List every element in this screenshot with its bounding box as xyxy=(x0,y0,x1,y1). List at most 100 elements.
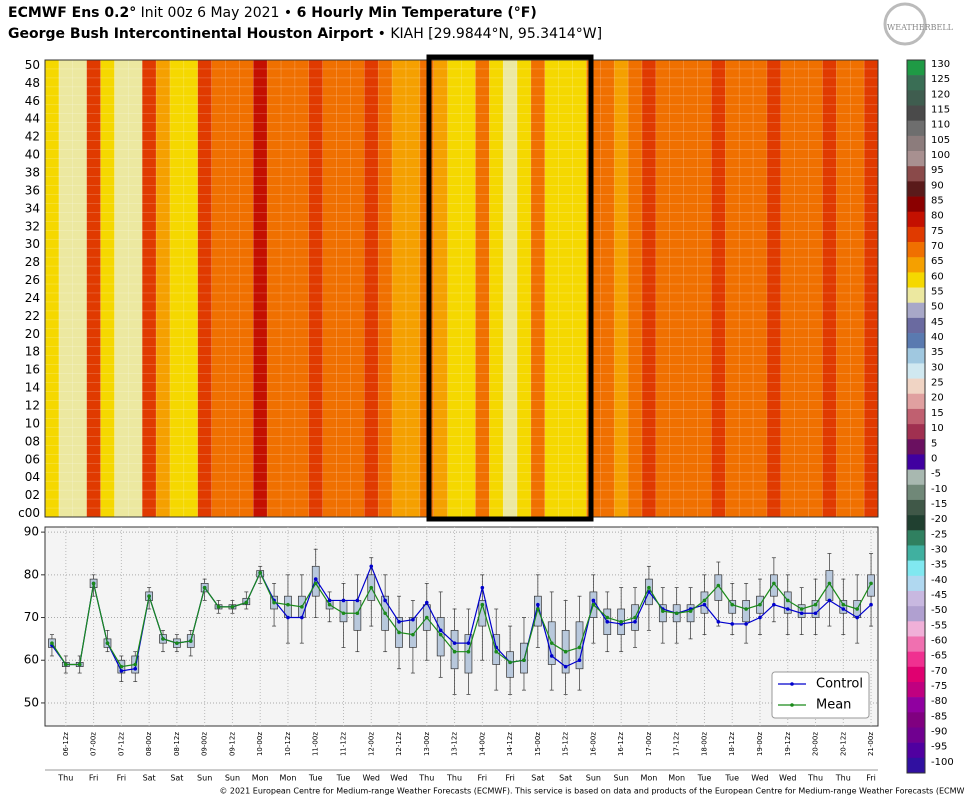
day-label: Thu xyxy=(57,774,73,783)
series-point xyxy=(841,602,846,607)
colorbar-label: 40 xyxy=(931,332,944,343)
subtitle: George Bush Intercontinental Houston Air… xyxy=(8,26,602,42)
heat-column xyxy=(447,60,462,517)
colorbar-swatch xyxy=(907,90,925,106)
series-point xyxy=(536,602,540,607)
y-tick-label: 60 xyxy=(24,653,39,667)
heat-column xyxy=(683,60,698,517)
title-init: Init 00z 6 May 2021 • xyxy=(141,5,293,21)
colorbar-label: 35 xyxy=(931,347,944,358)
colorbar-swatch xyxy=(907,757,925,774)
series-point xyxy=(799,607,804,611)
heat-column xyxy=(711,60,726,517)
colorbar-label: -20 xyxy=(931,514,947,525)
member-label: 22 xyxy=(25,309,40,323)
colorbar-swatch xyxy=(907,651,925,668)
series-point xyxy=(702,602,707,607)
heat-column xyxy=(253,60,268,517)
colorbar-label: -15 xyxy=(931,499,947,510)
heat-column xyxy=(628,60,643,517)
x-tick-label: 17-12z xyxy=(673,732,681,756)
x-tick-label: 15-12z xyxy=(562,732,570,756)
colorbar-label: 95 xyxy=(931,165,944,176)
colorbar-label: 10 xyxy=(931,423,944,434)
x-tick-label: 19-00z xyxy=(756,732,764,756)
colorbar-label: 80 xyxy=(931,211,944,222)
series-point xyxy=(327,602,332,607)
heat-column xyxy=(794,60,809,517)
series-point xyxy=(827,598,832,603)
colorbar-label: -30 xyxy=(931,544,947,555)
colorbar-label: 25 xyxy=(931,378,944,389)
colorbar-label: 50 xyxy=(931,302,944,313)
series-point xyxy=(230,605,235,609)
series-point xyxy=(411,632,415,637)
colorbar-label: 130 xyxy=(931,59,950,70)
series-point xyxy=(300,605,304,609)
series-point xyxy=(383,598,387,603)
y-tick-label: 80 xyxy=(24,567,39,581)
day-label: Tue xyxy=(697,774,712,783)
heat-column xyxy=(544,60,559,517)
x-tick-label: 12-00z xyxy=(367,732,375,756)
colorbar-label: -60 xyxy=(931,635,947,646)
series-point xyxy=(466,649,471,654)
series-point xyxy=(702,598,707,603)
heat-column xyxy=(336,60,351,517)
series-point xyxy=(133,662,138,667)
colorbar-swatch xyxy=(907,530,925,546)
heat-column xyxy=(489,60,504,517)
colorbar-swatch xyxy=(907,302,925,319)
x-tick-label: 08-12z xyxy=(173,732,181,756)
x-tick-label: 17-00z xyxy=(645,732,653,756)
series-line xyxy=(51,571,872,668)
colorbar-swatch xyxy=(907,499,925,516)
box xyxy=(770,574,778,597)
series-point xyxy=(869,602,873,607)
member-label: 28 xyxy=(25,255,40,269)
colorbar-label: 120 xyxy=(931,89,950,100)
heat-column xyxy=(322,60,337,517)
colorbar-label: -75 xyxy=(931,681,947,692)
colorbar-swatch xyxy=(907,196,925,213)
colorbar-swatch xyxy=(907,575,925,592)
colorbar-swatch xyxy=(907,135,925,152)
heat-column xyxy=(808,60,823,517)
series-point xyxy=(147,594,151,598)
member-label: 48 xyxy=(25,76,40,90)
day-label: Thu xyxy=(418,774,434,783)
member-label: 02 xyxy=(25,488,40,502)
box xyxy=(797,604,806,618)
series-point xyxy=(77,662,82,667)
heat-column xyxy=(281,60,296,517)
heat-column xyxy=(45,60,60,517)
x-tick-label: 07-12z xyxy=(117,732,125,756)
day-label: Wed xyxy=(779,774,796,783)
colorbar-swatch xyxy=(907,151,925,167)
colorbar-swatch xyxy=(907,257,925,273)
series-point xyxy=(119,664,124,669)
colorbar-label: 45 xyxy=(931,317,944,328)
series-point xyxy=(744,607,748,611)
series-point xyxy=(785,607,790,611)
x-tick-label: 20-12z xyxy=(839,732,847,756)
x-tick-label: 11-00z xyxy=(312,732,320,756)
x-tick-label: 12-12z xyxy=(395,732,403,756)
series-point xyxy=(424,600,429,605)
heat-column xyxy=(183,60,199,517)
logo: WEATHERBELL xyxy=(887,23,954,32)
colorbar-frame xyxy=(906,59,926,774)
plot-area xyxy=(44,526,879,727)
colorbar-swatch xyxy=(907,272,925,288)
day-label: Wed xyxy=(363,774,380,783)
heat-column xyxy=(225,60,240,517)
series-point xyxy=(647,585,651,590)
member-label: 04 xyxy=(25,470,40,484)
series-point xyxy=(50,641,54,645)
series-point xyxy=(716,620,721,624)
member-label: 14 xyxy=(25,381,40,395)
colorbar-label: 65 xyxy=(931,256,944,267)
series-point xyxy=(605,615,610,620)
colorbar-swatch xyxy=(907,60,925,76)
member-label: 18 xyxy=(25,345,40,359)
